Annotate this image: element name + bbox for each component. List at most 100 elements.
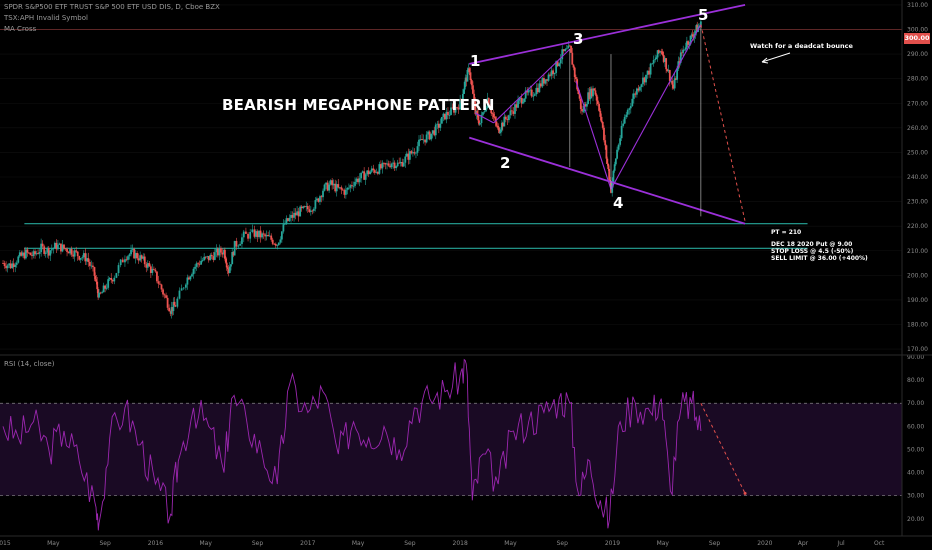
candle-body bbox=[128, 254, 131, 257]
candle-body bbox=[73, 250, 76, 257]
candle-body bbox=[512, 111, 515, 114]
candle-body bbox=[427, 131, 430, 135]
candle-body bbox=[672, 84, 675, 89]
candle-body bbox=[110, 277, 113, 281]
candle-body bbox=[35, 253, 38, 255]
indicator-legend-1[interactable]: TSX:APH Invalid Symbol bbox=[4, 14, 88, 22]
candle-body bbox=[629, 106, 632, 109]
price-tick-label: 200.00 bbox=[907, 272, 928, 279]
candle-body bbox=[274, 243, 277, 246]
candle-body bbox=[494, 117, 497, 122]
candle-body bbox=[305, 206, 308, 207]
candle-body bbox=[691, 34, 694, 37]
candle-body bbox=[306, 206, 309, 210]
candle-body bbox=[44, 252, 47, 254]
candle-body bbox=[6, 265, 9, 269]
candle-body bbox=[192, 268, 195, 275]
candle-body bbox=[354, 181, 356, 186]
price-tick-label: 180.00 bbox=[907, 322, 928, 329]
candle-body bbox=[572, 64, 575, 68]
price-tick-label: 230.00 bbox=[907, 199, 928, 206]
candle-body bbox=[536, 87, 539, 93]
candle-body bbox=[666, 69, 669, 72]
candle-body bbox=[5, 266, 7, 269]
candle-body bbox=[522, 101, 524, 104]
candle-body bbox=[501, 122, 504, 127]
candle-body bbox=[678, 61, 681, 63]
candle-body bbox=[343, 190, 346, 195]
candle-body bbox=[506, 119, 509, 121]
rsi-tick-label: 70.00 bbox=[907, 400, 924, 407]
candle-body bbox=[117, 265, 120, 274]
candle-body bbox=[287, 218, 289, 221]
pattern-title: BEARISH MEGAPHONE PATTERN bbox=[222, 96, 495, 114]
candle-body bbox=[519, 97, 522, 99]
symbol-legend[interactable]: SPDR S&P500 ETF TRUST S&P 500 ETF USD DI… bbox=[4, 3, 220, 11]
candle-body bbox=[328, 184, 331, 191]
candle-body bbox=[262, 233, 265, 235]
candle-body bbox=[480, 114, 483, 124]
candle-body bbox=[239, 243, 242, 246]
candle-body bbox=[56, 244, 59, 250]
candle-body bbox=[592, 88, 594, 97]
candle-body bbox=[130, 249, 132, 255]
candle-body bbox=[84, 253, 87, 262]
candle-body bbox=[259, 230, 262, 238]
candle-body bbox=[258, 230, 260, 237]
trade-line-1: DEC 18 2020 Put @ 9.00 bbox=[771, 241, 853, 248]
trade-line-2: STOP LOSS @ 4.5 (-50%) bbox=[771, 248, 854, 255]
candle-body bbox=[221, 252, 224, 255]
megaphone-trendline bbox=[469, 4, 746, 65]
candle-body bbox=[182, 287, 185, 289]
candle-body bbox=[473, 93, 476, 102]
candle-body bbox=[21, 252, 24, 256]
rsi-legend[interactable]: RSI (14, close) bbox=[4, 360, 55, 368]
price-tick-label: 220.00 bbox=[907, 223, 928, 230]
candle-body bbox=[444, 113, 446, 120]
candle-body bbox=[594, 90, 597, 95]
candle-body bbox=[142, 256, 145, 259]
candle-body bbox=[472, 85, 474, 94]
candle-body bbox=[679, 52, 682, 63]
candle-body bbox=[357, 178, 359, 183]
time-tick-label: Sep bbox=[252, 540, 264, 547]
candle-body bbox=[469, 72, 472, 81]
candle-body bbox=[334, 183, 337, 192]
deadcat-arrow-icon bbox=[761, 52, 791, 64]
candle-body bbox=[622, 123, 625, 126]
indicator-legend-2[interactable]: MA Cross bbox=[4, 25, 37, 33]
candle-body bbox=[55, 242, 58, 250]
candle-body bbox=[485, 107, 487, 112]
candle-body bbox=[60, 243, 62, 252]
candle-body bbox=[115, 273, 118, 278]
candle-body bbox=[662, 54, 665, 62]
time-tick-label: 2015 bbox=[0, 540, 11, 547]
candle-body bbox=[504, 116, 507, 120]
candle-body bbox=[296, 211, 299, 216]
candle-body bbox=[291, 214, 294, 218]
candle-body bbox=[136, 252, 139, 259]
candle-body bbox=[224, 258, 227, 263]
candle-body bbox=[271, 239, 274, 244]
candle-body bbox=[53, 242, 56, 249]
candle-body bbox=[670, 80, 672, 82]
candle-body bbox=[28, 252, 30, 254]
candle-body bbox=[422, 139, 425, 141]
candle-body bbox=[434, 124, 437, 136]
candle-body bbox=[94, 275, 97, 280]
rsi-tick-label: 60.00 bbox=[907, 423, 924, 430]
candle-body bbox=[642, 77, 644, 85]
candle-body bbox=[604, 140, 607, 146]
candle-body bbox=[656, 50, 659, 58]
candle-body bbox=[268, 235, 271, 237]
candle-body bbox=[682, 49, 685, 53]
candle-body bbox=[227, 268, 230, 273]
candle-body bbox=[212, 256, 215, 260]
candle-body bbox=[664, 58, 666, 62]
candle-body bbox=[210, 254, 213, 257]
candle-body bbox=[418, 139, 420, 147]
candle-body bbox=[538, 83, 541, 93]
candle-body bbox=[699, 21, 702, 27]
candle-body bbox=[431, 130, 434, 134]
candle-body bbox=[194, 266, 196, 269]
